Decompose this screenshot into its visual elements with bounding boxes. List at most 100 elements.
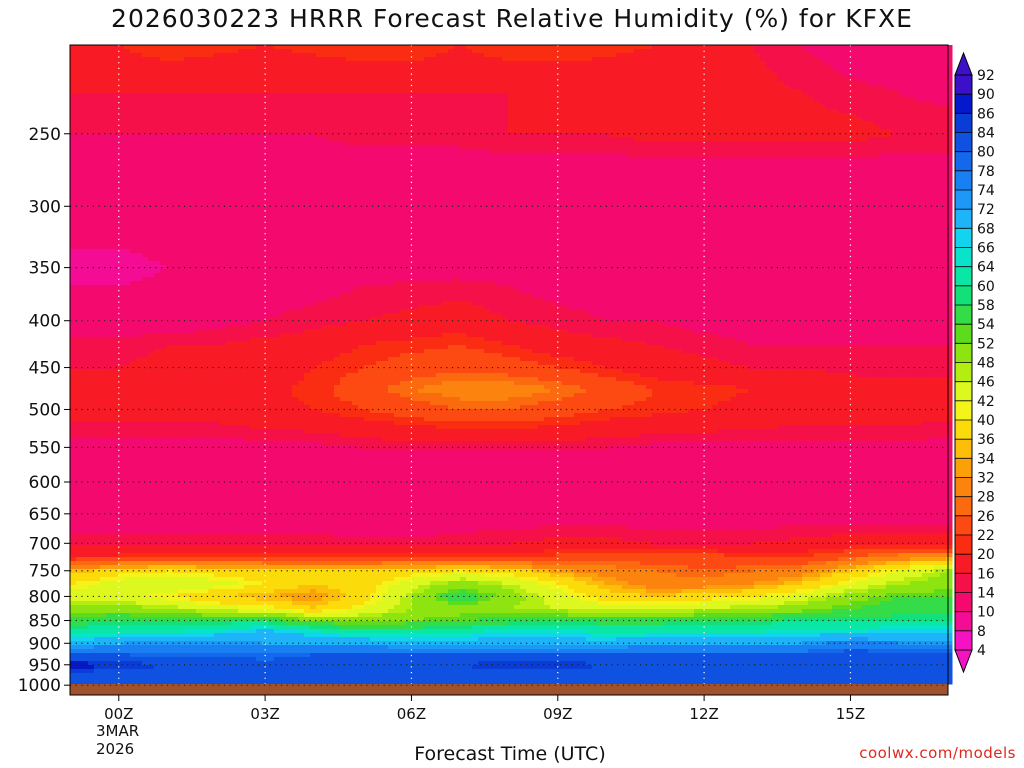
heatmap-cell [148,149,155,154]
heatmap-cell [238,165,245,170]
heatmap-cell [232,81,239,86]
heatmap-cell [754,157,761,162]
heatmap-cell [724,109,731,114]
heatmap-cell [514,125,521,130]
heatmap-cell [274,129,281,134]
heatmap-cell [442,149,449,154]
heatmap-cell [640,177,647,182]
heatmap-cell [562,65,569,70]
heatmap-cell [400,145,407,150]
heatmap-cell [664,93,671,98]
heatmap-cell [280,177,287,182]
heatmap-cell [394,157,401,162]
heatmap-cell [346,153,353,158]
heatmap-cell [934,49,941,54]
heatmap-cell [532,169,539,174]
heatmap-cell [316,137,323,142]
heatmap-cell [364,177,371,182]
heatmap-cell [100,53,107,58]
heatmap-cell [226,129,233,134]
heatmap-cell [70,77,77,82]
heatmap-cell [310,97,317,102]
heatmap-cell [574,81,581,86]
heatmap-cell [250,177,257,182]
heatmap-cell [664,89,671,94]
heatmap-cell [310,113,317,118]
heatmap-cell [88,105,95,110]
heatmap-cell [244,161,251,166]
heatmap-cell [856,45,863,50]
heatmap-cell [706,121,713,126]
heatmap-cell [712,65,719,70]
heatmap-cell [616,93,623,98]
heatmap-cell [634,49,641,54]
heatmap-cell [832,177,839,182]
heatmap-cell [502,117,509,122]
heatmap-cell [472,165,479,170]
heatmap-cell [172,137,179,142]
heatmap-cell [202,57,209,62]
heatmap-cell [886,57,893,62]
heatmap-cell [610,173,617,178]
heatmap-cell [694,89,701,94]
heatmap-cell [556,121,563,126]
heatmap-cell [664,141,671,146]
heatmap-cell [346,69,353,74]
heatmap-cell [166,53,173,58]
heatmap-cell [328,69,335,74]
heatmap-cell [298,113,305,118]
heatmap-cell [790,85,797,90]
heatmap-cell [154,149,161,154]
heatmap-cell [820,73,827,78]
heatmap-cell [130,165,137,170]
heatmap-cell [412,81,419,86]
heatmap-cell [490,93,497,98]
heatmap-cell [742,117,749,122]
heatmap-cell [70,153,77,158]
heatmap-cell [238,117,245,122]
heatmap-cell [400,49,407,54]
heatmap-cell [190,149,197,154]
heatmap-cell [766,141,773,146]
heatmap-cell [514,153,521,158]
heatmap-cell [358,89,365,94]
heatmap-cell [790,169,797,174]
heatmap-cell [142,49,149,54]
heatmap-cell [280,57,287,62]
heatmap-cell [844,125,851,130]
heatmap-cell [250,69,257,74]
heatmap-cell [460,173,467,178]
heatmap-cell [910,105,917,110]
heatmap-cell [238,93,245,98]
heatmap-cell [340,85,347,90]
heatmap-cell [298,137,305,142]
heatmap-cell [334,113,341,118]
heatmap-cell [286,65,293,70]
heatmap-cell [130,145,137,150]
heatmap-cell [760,153,767,158]
heatmap-cell [694,137,701,142]
heatmap-cell [604,141,611,146]
heatmap-cell [172,145,179,150]
heatmap-cell [328,113,335,118]
heatmap-cell [682,85,689,90]
heatmap-cell [340,69,347,74]
heatmap-cell [286,153,293,158]
heatmap-cell [880,125,887,130]
heatmap-cell [184,77,191,82]
heatmap-cell [622,113,629,118]
heatmap-cell [472,93,479,98]
heatmap-cell [166,77,173,82]
heatmap-cell [202,125,209,130]
heatmap-cell [124,73,131,78]
heatmap-cell [724,53,731,58]
heatmap-cell [124,81,131,86]
heatmap-cell [916,137,923,142]
heatmap-cell [934,117,941,122]
heatmap-cell [748,57,755,62]
heatmap-cell [82,93,89,98]
heatmap-cell [166,49,173,54]
heatmap-cell [214,65,221,70]
heatmap-cell [784,69,791,74]
heatmap-cell [496,125,503,130]
